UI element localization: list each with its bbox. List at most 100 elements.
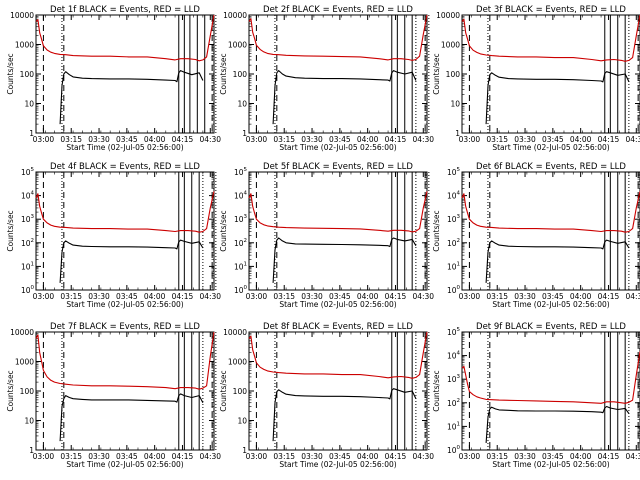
series-line-red-lld xyxy=(248,191,428,233)
x-tick-label: 03:45 xyxy=(542,452,564,461)
detector-panel-7f: Det 7f BLACK = Events, RED = LLD 1 10 100 10… xyxy=(6,322,221,469)
x-tick-label: 04:00 xyxy=(357,135,379,144)
x-tick-label: 03:00 xyxy=(33,135,55,144)
panel-title: Det 6f BLACK = Events, RED = LLD xyxy=(476,162,626,172)
detector-panel-3f: Det 3f BLACK = Events, RED = LLD 1 10 100 10… xyxy=(432,5,640,152)
series-line-black-events xyxy=(272,70,417,125)
x-tick-label: 04:00 xyxy=(357,292,379,301)
y-tick-label: 10 xyxy=(24,100,34,109)
y-tick-label: 101 xyxy=(21,261,34,271)
series-line-red-lld xyxy=(248,14,428,61)
x-tick-label: 04:30 xyxy=(412,452,434,461)
y-tick-label: 10 xyxy=(237,417,247,426)
y-tick-label: 105 xyxy=(447,167,461,177)
y-axis-label: Counts/sec xyxy=(432,370,441,411)
panel-title: Det 8f BLACK = Events, RED = LLD xyxy=(263,322,413,332)
y-tick-label: 104 xyxy=(447,351,461,361)
series-line-black-events xyxy=(272,388,417,442)
y-tick-label: 100 xyxy=(233,387,248,396)
plot-frame xyxy=(461,331,640,451)
x-tick-label: 03:00 xyxy=(246,292,268,301)
panel-title: Det 9f BLACK = Events, RED = LLD xyxy=(476,322,626,332)
x-tick-label: 04:00 xyxy=(357,452,379,461)
y-axis-label: Counts/sec xyxy=(432,210,441,251)
plot-frame xyxy=(35,331,215,451)
panel-title: Det 4f BLACK = Events, RED = LLD xyxy=(50,162,200,172)
x-tick-label: 03:15 xyxy=(486,452,508,461)
x-tick-label: 04:30 xyxy=(412,292,434,301)
x-axis-label: Start Time (02-Jul-05 02:56:00) xyxy=(492,300,609,309)
y-tick-label: 100 xyxy=(20,70,35,79)
y-axis-label: Counts/sec xyxy=(219,53,228,94)
x-tick-label: 04:00 xyxy=(144,292,166,301)
panel-title: Det 5f BLACK = Events, RED = LLD xyxy=(263,162,413,172)
x-tick-label: 04:00 xyxy=(144,135,166,144)
y-tick-label: 10000 xyxy=(10,328,34,337)
x-axis-label: Start Time (02-Jul-05 02:56:00) xyxy=(492,143,609,152)
y-tick-label: 1 xyxy=(455,129,460,138)
x-tick-label: 03:00 xyxy=(246,452,268,461)
y-tick-label: 1000 xyxy=(15,358,34,367)
y-tick-label: 102 xyxy=(447,398,460,408)
y-tick-label: 100 xyxy=(447,445,461,455)
x-tick-label: 03:30 xyxy=(301,135,323,144)
detector-panel-8f: Det 8f BLACK = Events, RED = LLD 1 10 100 10… xyxy=(219,322,434,469)
y-tick-label: 1000 xyxy=(228,358,247,367)
x-tick-label: 03:15 xyxy=(273,292,295,301)
y-tick-label: 105 xyxy=(447,327,461,337)
y-tick-label: 105 xyxy=(21,167,35,177)
x-tick-label: 03:45 xyxy=(116,135,138,144)
x-axis-label: Start Time (02-Jul-05 02:56:00) xyxy=(279,143,396,152)
y-tick-label: 104 xyxy=(21,191,35,201)
x-tick-label: 03:15 xyxy=(486,292,508,301)
y-tick-label: 104 xyxy=(447,191,461,201)
x-tick-label: 04:00 xyxy=(570,292,592,301)
x-tick-label: 04:15 xyxy=(172,135,194,144)
x-tick-label: 04:15 xyxy=(172,452,194,461)
x-axis-label: Start Time (02-Jul-05 02:56:00) xyxy=(492,460,609,469)
y-tick-label: 101 xyxy=(447,421,460,431)
y-tick-label: 1000 xyxy=(15,41,34,50)
panel-title: Det 7f BLACK = Events, RED = LLD xyxy=(50,322,200,332)
x-tick-label: 03:45 xyxy=(329,292,351,301)
x-tick-label: 03:30 xyxy=(88,292,110,301)
x-tick-label: 03:30 xyxy=(88,135,110,144)
series-line-red-lld xyxy=(461,191,640,233)
x-tick-label: 03:00 xyxy=(33,292,55,301)
x-tick-label: 03:45 xyxy=(542,135,564,144)
y-tick-label: 10 xyxy=(24,417,34,426)
x-tick-label: 04:30 xyxy=(625,452,640,461)
y-tick-label: 101 xyxy=(234,261,247,271)
x-tick-label: 03:30 xyxy=(514,452,536,461)
series-line-black-events xyxy=(272,237,417,283)
y-tick-label: 105 xyxy=(234,167,248,177)
series-line-red-lld xyxy=(248,331,428,379)
y-tick-label: 10000 xyxy=(436,11,460,20)
y-axis-label: Counts/sec xyxy=(219,210,228,251)
series-line-black-events xyxy=(485,239,630,283)
x-tick-label: 04:30 xyxy=(199,452,221,461)
y-tick-label: 1000 xyxy=(228,41,247,50)
y-tick-label: 100 xyxy=(233,70,248,79)
x-tick-label: 03:45 xyxy=(542,292,564,301)
series-line-red-lld xyxy=(35,331,215,390)
x-tick-label: 04:15 xyxy=(598,135,620,144)
y-axis-label: Counts/sec xyxy=(6,370,15,411)
series-line-red-lld xyxy=(461,351,640,404)
x-tick-label: 04:15 xyxy=(598,292,620,301)
x-tick-label: 03:00 xyxy=(459,292,481,301)
x-tick-label: 03:45 xyxy=(329,135,351,144)
series-line-red-lld xyxy=(35,191,215,233)
x-tick-label: 03:00 xyxy=(459,452,481,461)
y-tick-label: 103 xyxy=(447,374,461,384)
x-tick-label: 04:15 xyxy=(385,135,407,144)
x-tick-label: 03:30 xyxy=(514,292,536,301)
x-tick-label: 03:30 xyxy=(301,452,323,461)
x-tick-label: 03:45 xyxy=(116,292,138,301)
y-tick-label: 102 xyxy=(234,238,247,248)
detector-panel-1f: Det 1f BLACK = Events, RED = LLD 1 10 100 10… xyxy=(6,5,221,152)
x-tick-label: 04:30 xyxy=(625,135,640,144)
x-tick-label: 03:00 xyxy=(33,452,55,461)
plot-frame xyxy=(248,14,428,134)
y-tick-label: 1 xyxy=(242,446,247,455)
